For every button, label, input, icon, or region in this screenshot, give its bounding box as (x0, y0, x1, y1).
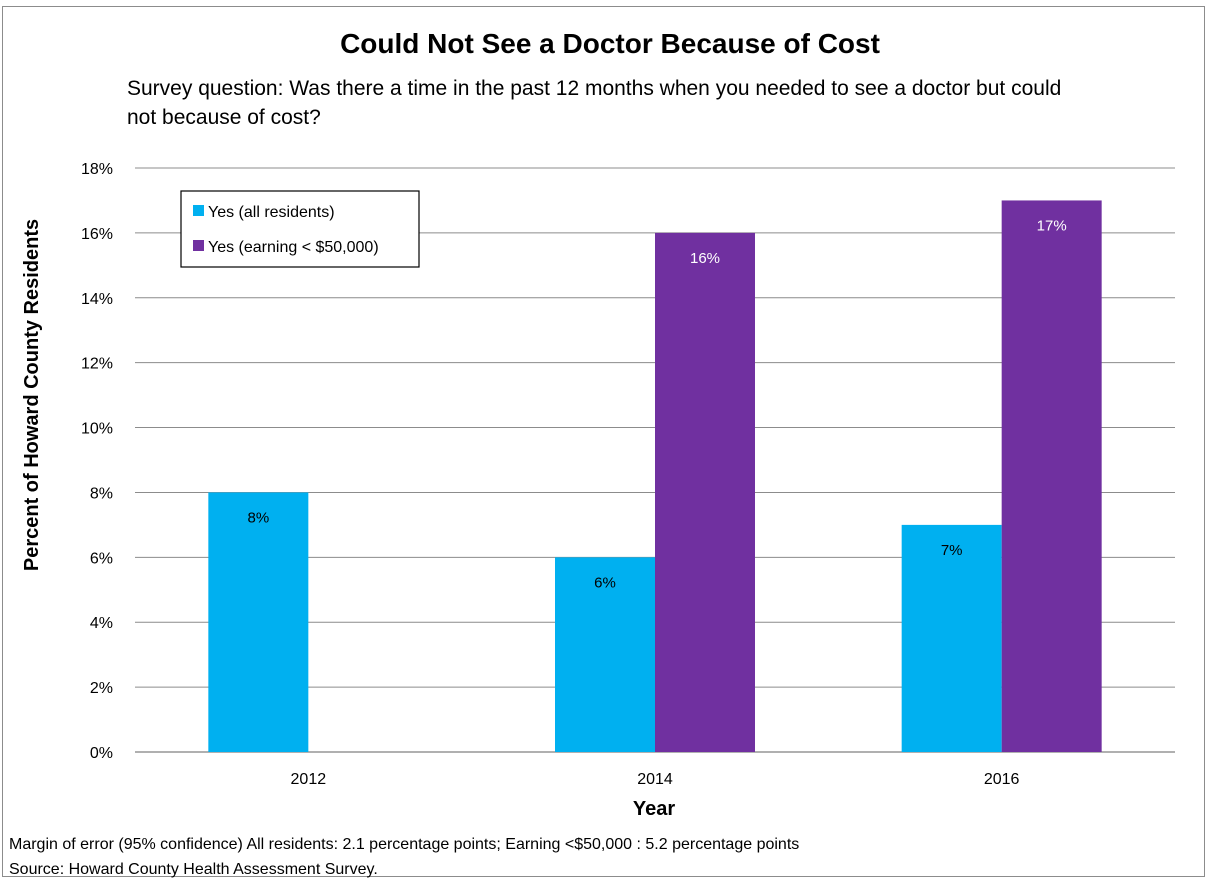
y-axis-title: Percent of Howard County Residents (21, 219, 43, 571)
chart-subtitle-line-1: Survey question: Was there a time in the… (127, 77, 1061, 100)
y-tick-label: 12% (81, 356, 113, 373)
x-tick-label: 2012 (291, 771, 327, 788)
x-tick-label: 2014 (637, 771, 673, 788)
x-axis-title: Year (633, 798, 675, 820)
y-tick-label: 2% (90, 680, 113, 697)
chart-title: Could Not See a Doctor Because of Cost (340, 28, 880, 59)
bar-low-income-2014 (655, 232, 755, 752)
y-tick-label: 4% (90, 615, 113, 632)
y-tick-label: 18% (81, 161, 113, 178)
y-tick-label: 10% (81, 421, 113, 438)
data-label: 8% (247, 509, 269, 526)
y-tick-labels: 0% 2% 4% 6% 8% 10% 12% 14% 16% 18% (81, 161, 113, 762)
y-tick-label: 8% (90, 485, 113, 502)
data-label: 6% (594, 574, 616, 591)
data-label: 17% (1037, 217, 1067, 234)
data-label: 16% (690, 250, 720, 267)
legend-swatch-all-residents (193, 205, 204, 216)
y-tick-label: 14% (81, 291, 113, 308)
legend: Yes (all residents) Yes (earning < $50,0… (180, 190, 420, 268)
bar-all-residents-2012 (208, 492, 309, 752)
data-label: 7% (941, 542, 963, 559)
bars (208, 200, 1102, 752)
data-labels: 8% 6% 16% 7% 17% (247, 217, 1066, 591)
bar-low-income-2016 (1001, 200, 1102, 752)
x-tick-labels: 2012 2014 2016 (291, 771, 1020, 788)
x-tick-label: 2016 (984, 771, 1020, 788)
bar-all-residents-2016 (901, 524, 1002, 752)
y-tick-label: 16% (81, 226, 113, 243)
footnote-margin-of-error: Margin of error (95% confidence) All res… (9, 836, 799, 853)
footnote-source: Source: Howard County Health Assessment … (9, 861, 378, 878)
legend-box (180, 190, 420, 268)
y-tick-label: 0% (90, 745, 113, 762)
legend-swatch-low-income (193, 240, 204, 251)
legend-label-all-residents: Yes (all residents) (208, 204, 335, 221)
legend-label-low-income: Yes (earning < $50,000) (208, 239, 379, 256)
bar-all-residents-2014 (555, 557, 655, 752)
y-tick-label: 6% (90, 550, 113, 567)
chart-subtitle-line-2: not because of cost? (127, 106, 321, 129)
